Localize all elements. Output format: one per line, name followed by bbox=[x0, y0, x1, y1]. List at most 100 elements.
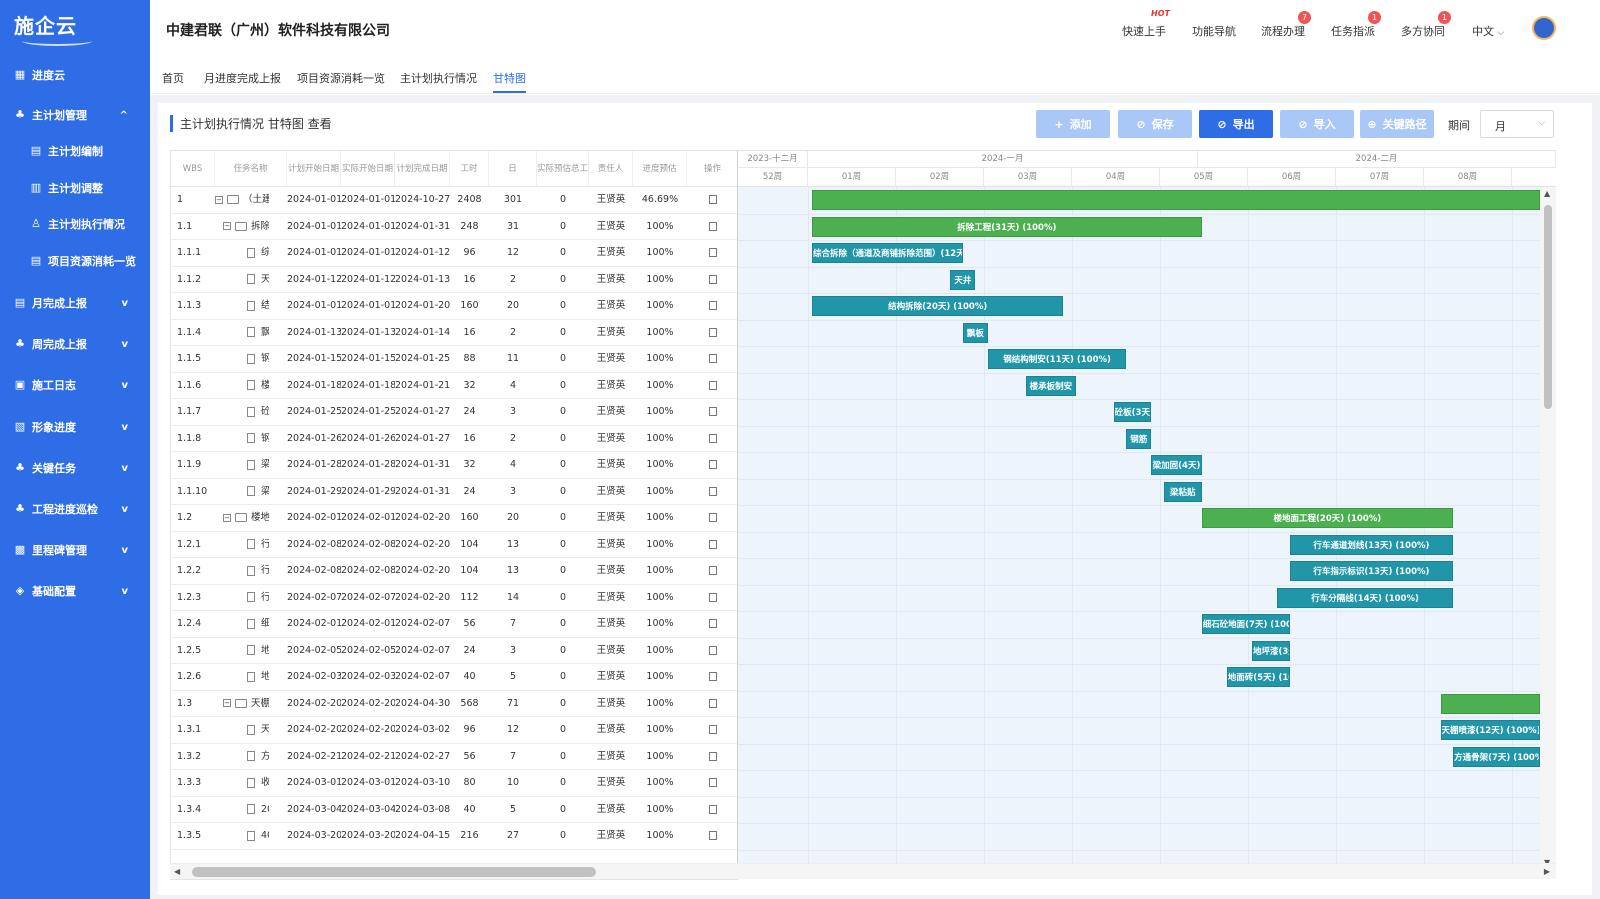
scroll-up-icon[interactable]: ▲ bbox=[1544, 189, 1551, 198]
view-doc-icon[interactable] bbox=[709, 804, 717, 814]
gantt-bar[interactable]: 梁加固(4天) bbox=[1151, 455, 1202, 475]
table-row[interactable]: 1.1.10梁粘贴2024-01-292024-01-292024-01-312… bbox=[171, 479, 737, 505]
view-doc-icon[interactable] bbox=[709, 274, 717, 284]
toolbar-button-1[interactable]: ⊘ 保存 bbox=[1118, 110, 1192, 138]
view-doc-icon[interactable] bbox=[709, 513, 717, 522]
gantt-bar[interactable]: 钢结构制安(11天) (100%) bbox=[987, 349, 1127, 369]
tab-0[interactable]: 首页 bbox=[162, 72, 184, 85]
view-doc-icon[interactable] bbox=[709, 433, 717, 443]
tab-1[interactable]: 月进度完成上报 bbox=[204, 72, 281, 85]
view-doc-icon[interactable] bbox=[709, 248, 717, 257]
gantt-bar[interactable]: 楼承板制安 bbox=[1025, 375, 1076, 396]
gantt-bar[interactable]: 结构拆除(20天) (100%) bbox=[812, 296, 1064, 316]
gantt-bar[interactable]: 综合拆除（通道及商铺拆除范围）(12天) (100%) bbox=[812, 243, 963, 263]
sidebar-item-11[interactable]: ♣ 工程进度巡检 v bbox=[0, 490, 150, 528]
tab-2[interactable]: 项目资源消耗一览 bbox=[297, 72, 385, 85]
horizontal-scrollbar[interactable]: ◀ ▶ bbox=[170, 863, 1556, 879]
header-link-2[interactable]: 流程办理 7 bbox=[1261, 11, 1311, 39]
sidebar-item-4[interactable]: ♙ 主计划执行情况 bbox=[0, 205, 150, 243]
table-row[interactable]: 1.1.9梁加固2024-01-282024-01-282024-01-3132… bbox=[171, 452, 737, 479]
table-row[interactable]: 1.1.3结构拆除2024-01-012024-01-012024-01-201… bbox=[171, 293, 737, 320]
collapse-toggle-icon[interactable]: − bbox=[223, 222, 231, 230]
table-row[interactable]: 1.3−天棚工程2024-02-202024-02-202024-04-3056… bbox=[171, 691, 737, 717]
toolbar-button-4[interactable]: ⊕ 关键路径 bbox=[1360, 110, 1434, 138]
tab-4[interactable]: 甘特图 bbox=[493, 72, 526, 93]
view-doc-icon[interactable] bbox=[709, 221, 717, 231]
view-doc-icon[interactable] bbox=[709, 407, 717, 416]
sidebar-item-5[interactable]: ▤ 项目资源消耗一览 bbox=[0, 242, 150, 280]
table-row[interactable]: 1.2.5地坪漆2024-02-052024-02-052024-02-0724… bbox=[171, 638, 737, 664]
header-link-0[interactable]: 快速上手 HOT bbox=[1122, 9, 1170, 39]
view-doc-icon[interactable] bbox=[709, 327, 717, 337]
tab-3[interactable]: 主计划执行情况 bbox=[400, 72, 477, 85]
table-row[interactable]: 1.3.3收边2024-03-012024-03-012024-03-10801… bbox=[171, 770, 737, 797]
view-doc-icon[interactable] bbox=[709, 566, 717, 575]
view-doc-icon[interactable] bbox=[709, 301, 717, 310]
sidebar-item-6[interactable]: ▤ 月完成上报 v bbox=[0, 284, 150, 322]
gantt-bar[interactable]: 钢筋 bbox=[1126, 428, 1152, 449]
toolbar-button-2[interactable]: ⊘ 导出 bbox=[1199, 110, 1273, 138]
view-doc-icon[interactable] bbox=[709, 619, 717, 628]
table-row[interactable]: 1.3.2方通骨架2024-02-212024-02-212024-02-275… bbox=[171, 744, 737, 770]
table-row[interactable]: 1.3.1天棚喷漆2024-02-202024-02-202024-03-029… bbox=[171, 717, 737, 744]
gantt-bar[interactable]: 行车指示标识(13天) (100%) bbox=[1289, 561, 1454, 581]
sidebar-item-3[interactable]: ▥ 主计划调整 bbox=[0, 169, 150, 207]
sidebar-item-12[interactable]: ▩ 里程碑管理 v bbox=[0, 531, 150, 569]
sidebar-item-8[interactable]: ▣ 施工日志 v bbox=[0, 366, 150, 404]
language-select[interactable]: 中文 ⌵ bbox=[1472, 25, 1505, 38]
toolbar-button-3[interactable]: ⊘ 导入 bbox=[1280, 110, 1354, 138]
sidebar-item-1[interactable]: ♣ 主计划管理 ^ bbox=[0, 96, 150, 134]
view-doc-icon[interactable] bbox=[709, 460, 717, 469]
table-row[interactable]: 1.1.7砼板2024-01-252024-01-252024-01-27243… bbox=[171, 399, 737, 426]
gantt-bar[interactable]: 梁粘贴 bbox=[1163, 481, 1202, 502]
view-doc-icon[interactable] bbox=[709, 778, 717, 787]
gantt-bar[interactable]: 天棚喷漆(12天) (100%) bbox=[1440, 720, 1540, 740]
sidebar-item-9[interactable]: ▧ 形象进度 v bbox=[0, 408, 150, 446]
table-row[interactable]: 1.2.1行车通道划线2024-02-082024-02-082024-02-2… bbox=[171, 532, 737, 558]
view-doc-icon[interactable] bbox=[709, 645, 717, 655]
view-doc-icon[interactable] bbox=[709, 698, 717, 708]
gantt-bar[interactable]: 拆除工程(31天) (100%) bbox=[812, 216, 1202, 237]
table-row[interactable]: 1.2.6地面砖2024-02-032024-02-032024-02-0740… bbox=[171, 664, 737, 691]
table-row[interactable]: 1.1−拆除工程2024-01-012024-01-012024-01-3124… bbox=[171, 214, 737, 240]
gantt-bar[interactable]: 飘板 bbox=[962, 322, 988, 343]
view-doc-icon[interactable] bbox=[709, 195, 717, 204]
view-doc-icon[interactable] bbox=[709, 539, 717, 549]
collapse-toggle-icon[interactable]: − bbox=[223, 513, 231, 522]
vertical-scrollbar[interactable]: ▲ ▼ bbox=[1540, 187, 1556, 869]
scroll-thumb[interactable] bbox=[192, 867, 596, 877]
view-doc-icon[interactable] bbox=[709, 672, 717, 681]
gantt-bar[interactable]: 行车分隔线(14天) (100%) bbox=[1277, 587, 1454, 608]
table-row[interactable]: 1.1.2天井2024-01-122024-01-122024-01-13162… bbox=[171, 267, 737, 293]
table-row[interactable]: 1.2.2行车指示标识2024-02-082024-02-082024-02-2… bbox=[171, 558, 737, 585]
table-row[interactable]: 1.1.1综合拆除2024-01-012024-01-012024-01-129… bbox=[171, 240, 737, 267]
gantt-bar[interactable]: 砼板(3天) bbox=[1113, 402, 1152, 422]
header-link-1[interactable]: 功能导航 bbox=[1192, 23, 1236, 39]
view-doc-icon[interactable] bbox=[709, 380, 717, 390]
table-row[interactable]: 1−（土建）工程2024-01-012024-01-012024-10-2724… bbox=[171, 187, 737, 214]
table-row[interactable]: 1.3.540*82024-03-202024-03-202024-04-152… bbox=[171, 823, 737, 850]
table-row[interactable]: 1.2.3行车分隔线2024-02-072024-02-072024-02-20… bbox=[171, 585, 737, 611]
gantt-bar[interactable]: 天井 bbox=[950, 269, 976, 290]
sidebar-item-13[interactable]: ◈ 基础配置 v bbox=[0, 572, 150, 610]
collapse-toggle-icon[interactable]: − bbox=[215, 195, 223, 204]
gantt-bar[interactable] bbox=[1440, 693, 1540, 714]
table-row[interactable]: 1.2−楼地面工程2024-02-012024-02-012024-02-201… bbox=[171, 505, 737, 532]
gantt-bar[interactable]: 楼地面工程(20天) (100%) bbox=[1201, 508, 1454, 528]
view-doc-icon[interactable] bbox=[709, 725, 717, 734]
view-doc-icon[interactable] bbox=[709, 486, 717, 496]
toolbar-button-0[interactable]: + 添加 bbox=[1036, 110, 1110, 138]
period-select[interactable]: 月 ⌵ bbox=[1480, 110, 1554, 138]
avatar[interactable] bbox=[1532, 16, 1556, 40]
scroll-thumb[interactable] bbox=[1544, 205, 1552, 409]
scroll-right-icon[interactable]: ▶ bbox=[1543, 867, 1550, 876]
gantt-bar[interactable]: 方通骨架(7天) (100%) bbox=[1453, 746, 1540, 767]
sidebar-item-0[interactable]: ▦ 进度云 bbox=[0, 56, 150, 94]
header-link-4[interactable]: 多方协同 1 bbox=[1401, 11, 1451, 39]
scroll-left-icon[interactable]: ◀ bbox=[174, 867, 181, 876]
sidebar-item-2[interactable]: ▤ 主计划编制 bbox=[0, 132, 150, 170]
sidebar-item-10[interactable]: ♣ 关键任务 v bbox=[0, 449, 150, 487]
gantt-bar[interactable]: 细石砼地面(7天) (100%) bbox=[1201, 614, 1290, 634]
gantt-bar[interactable]: 地面砖(5天) (100%) bbox=[1226, 667, 1290, 687]
table-row[interactable]: 1.1.6楼承板制安2024-01-182024-01-182024-01-21… bbox=[171, 373, 737, 399]
